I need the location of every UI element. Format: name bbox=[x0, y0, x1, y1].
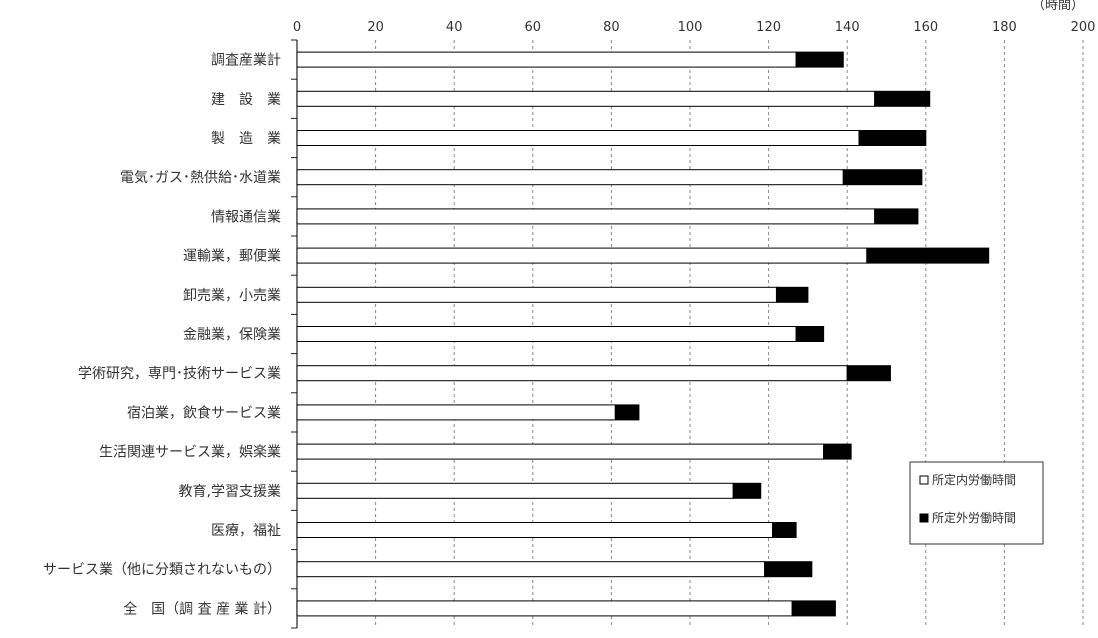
x-tick-label: 20 bbox=[367, 20, 384, 35]
bar-overtime-hours bbox=[866, 247, 990, 264]
category-label: 生活関連サービス業，娯楽業 bbox=[99, 445, 281, 461]
x-tick-label: 180 bbox=[992, 20, 1017, 35]
legend-label: 所定内労働時間 bbox=[932, 472, 1016, 487]
x-tick-label: 160 bbox=[913, 20, 938, 35]
bar-scheduled-hours bbox=[296, 286, 777, 303]
bar-overtime-hours bbox=[842, 169, 923, 186]
x-tick-label: 0 bbox=[293, 20, 301, 35]
bar-scheduled-hours bbox=[296, 326, 797, 342]
category-label: 卸売業，小売業 bbox=[183, 288, 281, 304]
category-label: サービス業（他に分類されないもの） bbox=[43, 562, 281, 578]
x-tick-label: 100 bbox=[678, 20, 703, 35]
x-tick-label: 120 bbox=[756, 20, 781, 35]
bar-scheduled-hours bbox=[296, 208, 876, 225]
bar-overtime-hours bbox=[874, 208, 919, 225]
x-tick-label: 60 bbox=[525, 20, 542, 35]
category-label: 学術研究，専門･技術サービス業 bbox=[78, 366, 281, 382]
bar-overtime-hours bbox=[795, 51, 844, 68]
category-label: 建 設 業 bbox=[211, 92, 281, 108]
bar-overtime-hours bbox=[823, 443, 852, 460]
x-tick-label: 40 bbox=[446, 20, 463, 35]
bar-overtime-hours bbox=[874, 90, 931, 107]
bars bbox=[296, 51, 990, 617]
category-label: 金融業，保険業 bbox=[183, 327, 281, 343]
category-label: 製 造 業 bbox=[211, 131, 281, 147]
category-label: 情報通信業 bbox=[211, 209, 281, 225]
bar-overtime-hours bbox=[614, 404, 640, 421]
category-label: 宿泊業，飲食サービス業 bbox=[127, 404, 281, 421]
bar-overtime-hours bbox=[772, 522, 797, 538]
category-label: 電気･ガス･熱供給･水道業 bbox=[120, 170, 281, 186]
bar-overtime-hours bbox=[858, 130, 927, 146]
bar-overtime-hours bbox=[764, 561, 813, 578]
x-tick-label: 140 bbox=[835, 20, 860, 35]
bar-scheduled-hours bbox=[296, 561, 766, 578]
bar-overtime-hours bbox=[732, 482, 762, 499]
category-label: 教育,学習支援業 bbox=[179, 484, 281, 500]
bar-scheduled-hours bbox=[296, 522, 774, 538]
bar-overtime-hours bbox=[795, 326, 825, 342]
bar-scheduled-hours bbox=[296, 169, 844, 186]
bar-scheduled-hours bbox=[296, 482, 734, 499]
legend-swatch bbox=[919, 475, 929, 485]
category-label: 運輸業，郵便業 bbox=[183, 249, 281, 265]
x-tick-label: 200 bbox=[1071, 20, 1096, 35]
legend-label: 所定外労働時間 bbox=[932, 510, 1016, 525]
category-label: 調査産業計 bbox=[211, 53, 281, 69]
category-label: 医療，福祉 bbox=[211, 522, 281, 539]
bar-scheduled-hours bbox=[296, 443, 825, 460]
bar-scheduled-hours bbox=[296, 365, 848, 382]
bar-overtime-hours bbox=[775, 286, 809, 303]
bar-scheduled-hours bbox=[296, 247, 868, 264]
legend-swatch bbox=[919, 513, 929, 523]
unit-label: （時間） bbox=[1031, 0, 1084, 13]
category-label: 全 国（調 査 産 業 計） bbox=[123, 600, 281, 617]
x-tick-label: 80 bbox=[603, 20, 620, 35]
legend-box bbox=[909, 461, 1044, 545]
bar-scheduled-hours bbox=[296, 404, 616, 421]
bar-scheduled-hours bbox=[296, 130, 860, 146]
bar-scheduled-hours bbox=[296, 600, 793, 617]
bar-scheduled-hours bbox=[296, 51, 797, 68]
bar-overtime-hours bbox=[791, 600, 836, 617]
bar-overtime-hours bbox=[846, 365, 891, 382]
x-axis-ticks: 0 20 40 60 80 100 120 140 160 180 200 bbox=[293, 20, 1096, 35]
bar-scheduled-hours bbox=[296, 90, 876, 107]
